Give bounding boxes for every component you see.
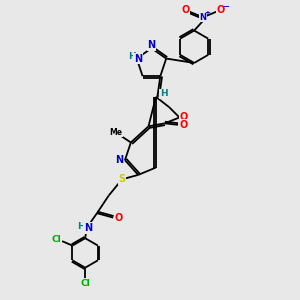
Text: S: S xyxy=(118,174,126,184)
Text: N: N xyxy=(116,155,124,165)
Text: Cl: Cl xyxy=(51,235,61,244)
Text: O: O xyxy=(181,5,190,15)
Text: N: N xyxy=(84,223,92,233)
Text: −: − xyxy=(222,2,229,11)
Text: Cl: Cl xyxy=(80,279,90,288)
Text: H: H xyxy=(160,89,168,98)
Text: O: O xyxy=(180,112,188,122)
Text: Me: Me xyxy=(110,128,123,137)
Text: O: O xyxy=(114,213,123,223)
Text: +: + xyxy=(205,10,210,16)
Text: H: H xyxy=(77,222,85,231)
Text: N: N xyxy=(134,53,142,64)
Text: N: N xyxy=(200,13,206,22)
Text: H: H xyxy=(128,52,136,61)
Text: N: N xyxy=(147,40,155,50)
Text: O: O xyxy=(179,120,188,130)
Text: O: O xyxy=(217,5,225,15)
